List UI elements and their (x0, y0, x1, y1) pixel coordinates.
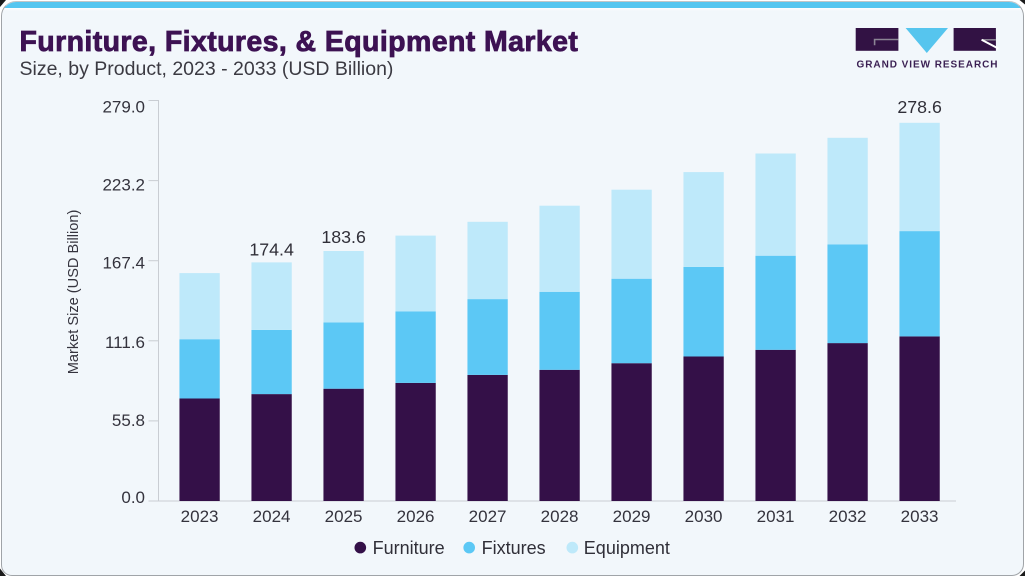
svg-text:Fixtures: Fixtures (482, 538, 546, 558)
svg-text:2030: 2030 (685, 507, 723, 526)
svg-text:2033: 2033 (901, 507, 939, 526)
svg-text:GRAND VIEW RESEARCH: GRAND VIEW RESEARCH (857, 59, 999, 70)
svg-text:0.0: 0.0 (121, 488, 145, 507)
svg-text:2028: 2028 (541, 507, 579, 526)
svg-text:174.4: 174.4 (249, 240, 294, 260)
svg-text:2027: 2027 (469, 507, 507, 526)
svg-text:278.6: 278.6 (897, 97, 942, 117)
svg-text:2023: 2023 (181, 507, 219, 526)
svg-text:2032: 2032 (829, 507, 867, 526)
svg-text:Furniture: Furniture (373, 538, 445, 558)
svg-text:223.2: 223.2 (102, 176, 145, 195)
svg-text:167.4: 167.4 (102, 253, 145, 272)
svg-text:2025: 2025 (325, 507, 363, 526)
svg-text:111.6: 111.6 (105, 333, 145, 352)
svg-text:2024: 2024 (253, 507, 291, 526)
svg-text:Size, by Product, 2023 - 2033: Size, by Product, 2023 - 2033 (USD Billi… (20, 58, 394, 80)
svg-text:2029: 2029 (613, 507, 651, 526)
svg-text:Market Size (USD Billion): Market Size (USD Billion) (66, 210, 82, 375)
svg-text:2026: 2026 (397, 507, 435, 526)
svg-text:2031: 2031 (757, 507, 795, 526)
svg-text:183.6: 183.6 (321, 227, 366, 247)
svg-text:55.8: 55.8 (112, 411, 145, 430)
svg-text:Furniture, Fixtures, & Equipme: Furniture, Fixtures, & Equipment Market (20, 26, 579, 58)
svg-text:Equipment: Equipment (584, 538, 670, 558)
svg-text:279.0: 279.0 (102, 97, 145, 116)
